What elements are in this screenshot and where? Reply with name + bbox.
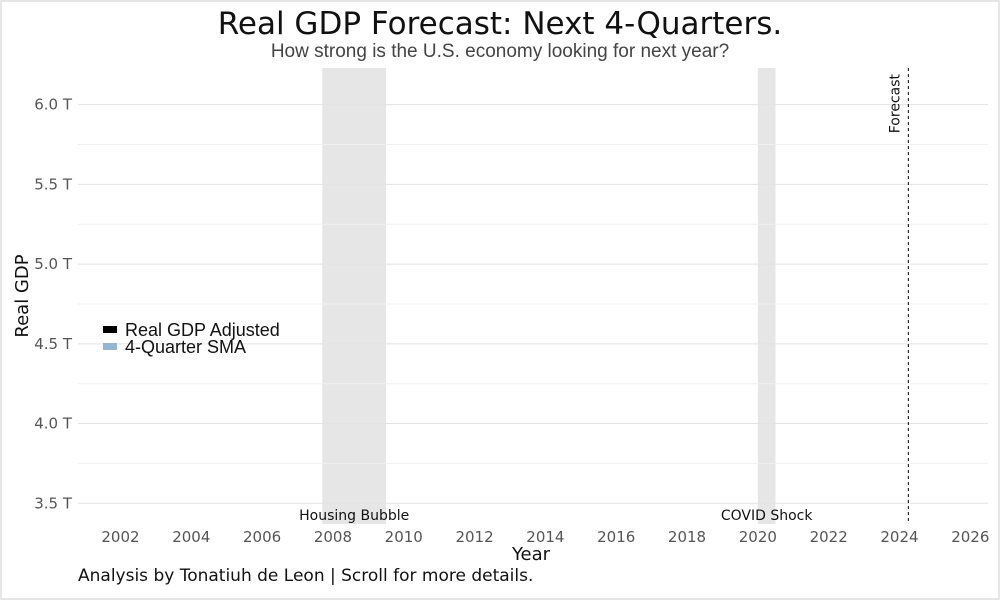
x-tick-label: 2012	[455, 528, 493, 546]
chart-subtitle: How strong is the U.S. economy looking f…	[270, 41, 730, 62]
legend-key-0	[103, 326, 117, 333]
y-tick-label: 4.0 T	[34, 415, 73, 433]
x-tick-label: 2020	[739, 528, 777, 546]
x-tick-label: 2026	[951, 528, 989, 546]
y-tick-label: 5.5 T	[34, 175, 73, 193]
chart-caption: Analysis by Tonatiuh de Leon | Scroll fo…	[78, 566, 534, 586]
x-tick-label: 2016	[597, 528, 635, 546]
shaded-region-label-1: COVID Shock	[721, 508, 814, 524]
x-tick-label: 2010	[385, 528, 423, 546]
y-tick-label: 5.0 T	[34, 255, 73, 273]
shaded-region-1	[757, 68, 776, 524]
y-tick-label: 3.5 T	[34, 494, 73, 512]
forecast-label: Forecast	[887, 73, 903, 133]
shaded-region-label-0: Housing Bubble	[299, 508, 409, 524]
x-tick-label: 2022	[810, 528, 848, 546]
x-tick-label: 2014	[526, 528, 564, 546]
legend-label-0: Real GDP Adjusted	[125, 320, 280, 340]
x-tick-label: 2018	[668, 528, 706, 546]
y-tick-label: 6.0 T	[34, 96, 73, 114]
x-tick-label: 2008	[314, 528, 352, 546]
x-tick-label: 2006	[243, 528, 281, 546]
y-axis-title: Real GDP	[12, 254, 33, 337]
legend-key-1	[103, 343, 117, 350]
x-tick-label: 2004	[172, 528, 210, 546]
x-axis-title: Year	[511, 544, 551, 565]
chart-title: Real GDP Forecast: Next 4-Quarters.	[217, 6, 783, 42]
x-tick-label: 2024	[880, 528, 918, 546]
legend-label-1: 4-Quarter SMA	[125, 337, 246, 357]
shaded-region-0	[322, 68, 387, 524]
y-tick-label: 4.5 T	[34, 335, 73, 353]
x-tick-label: 2002	[101, 528, 139, 546]
